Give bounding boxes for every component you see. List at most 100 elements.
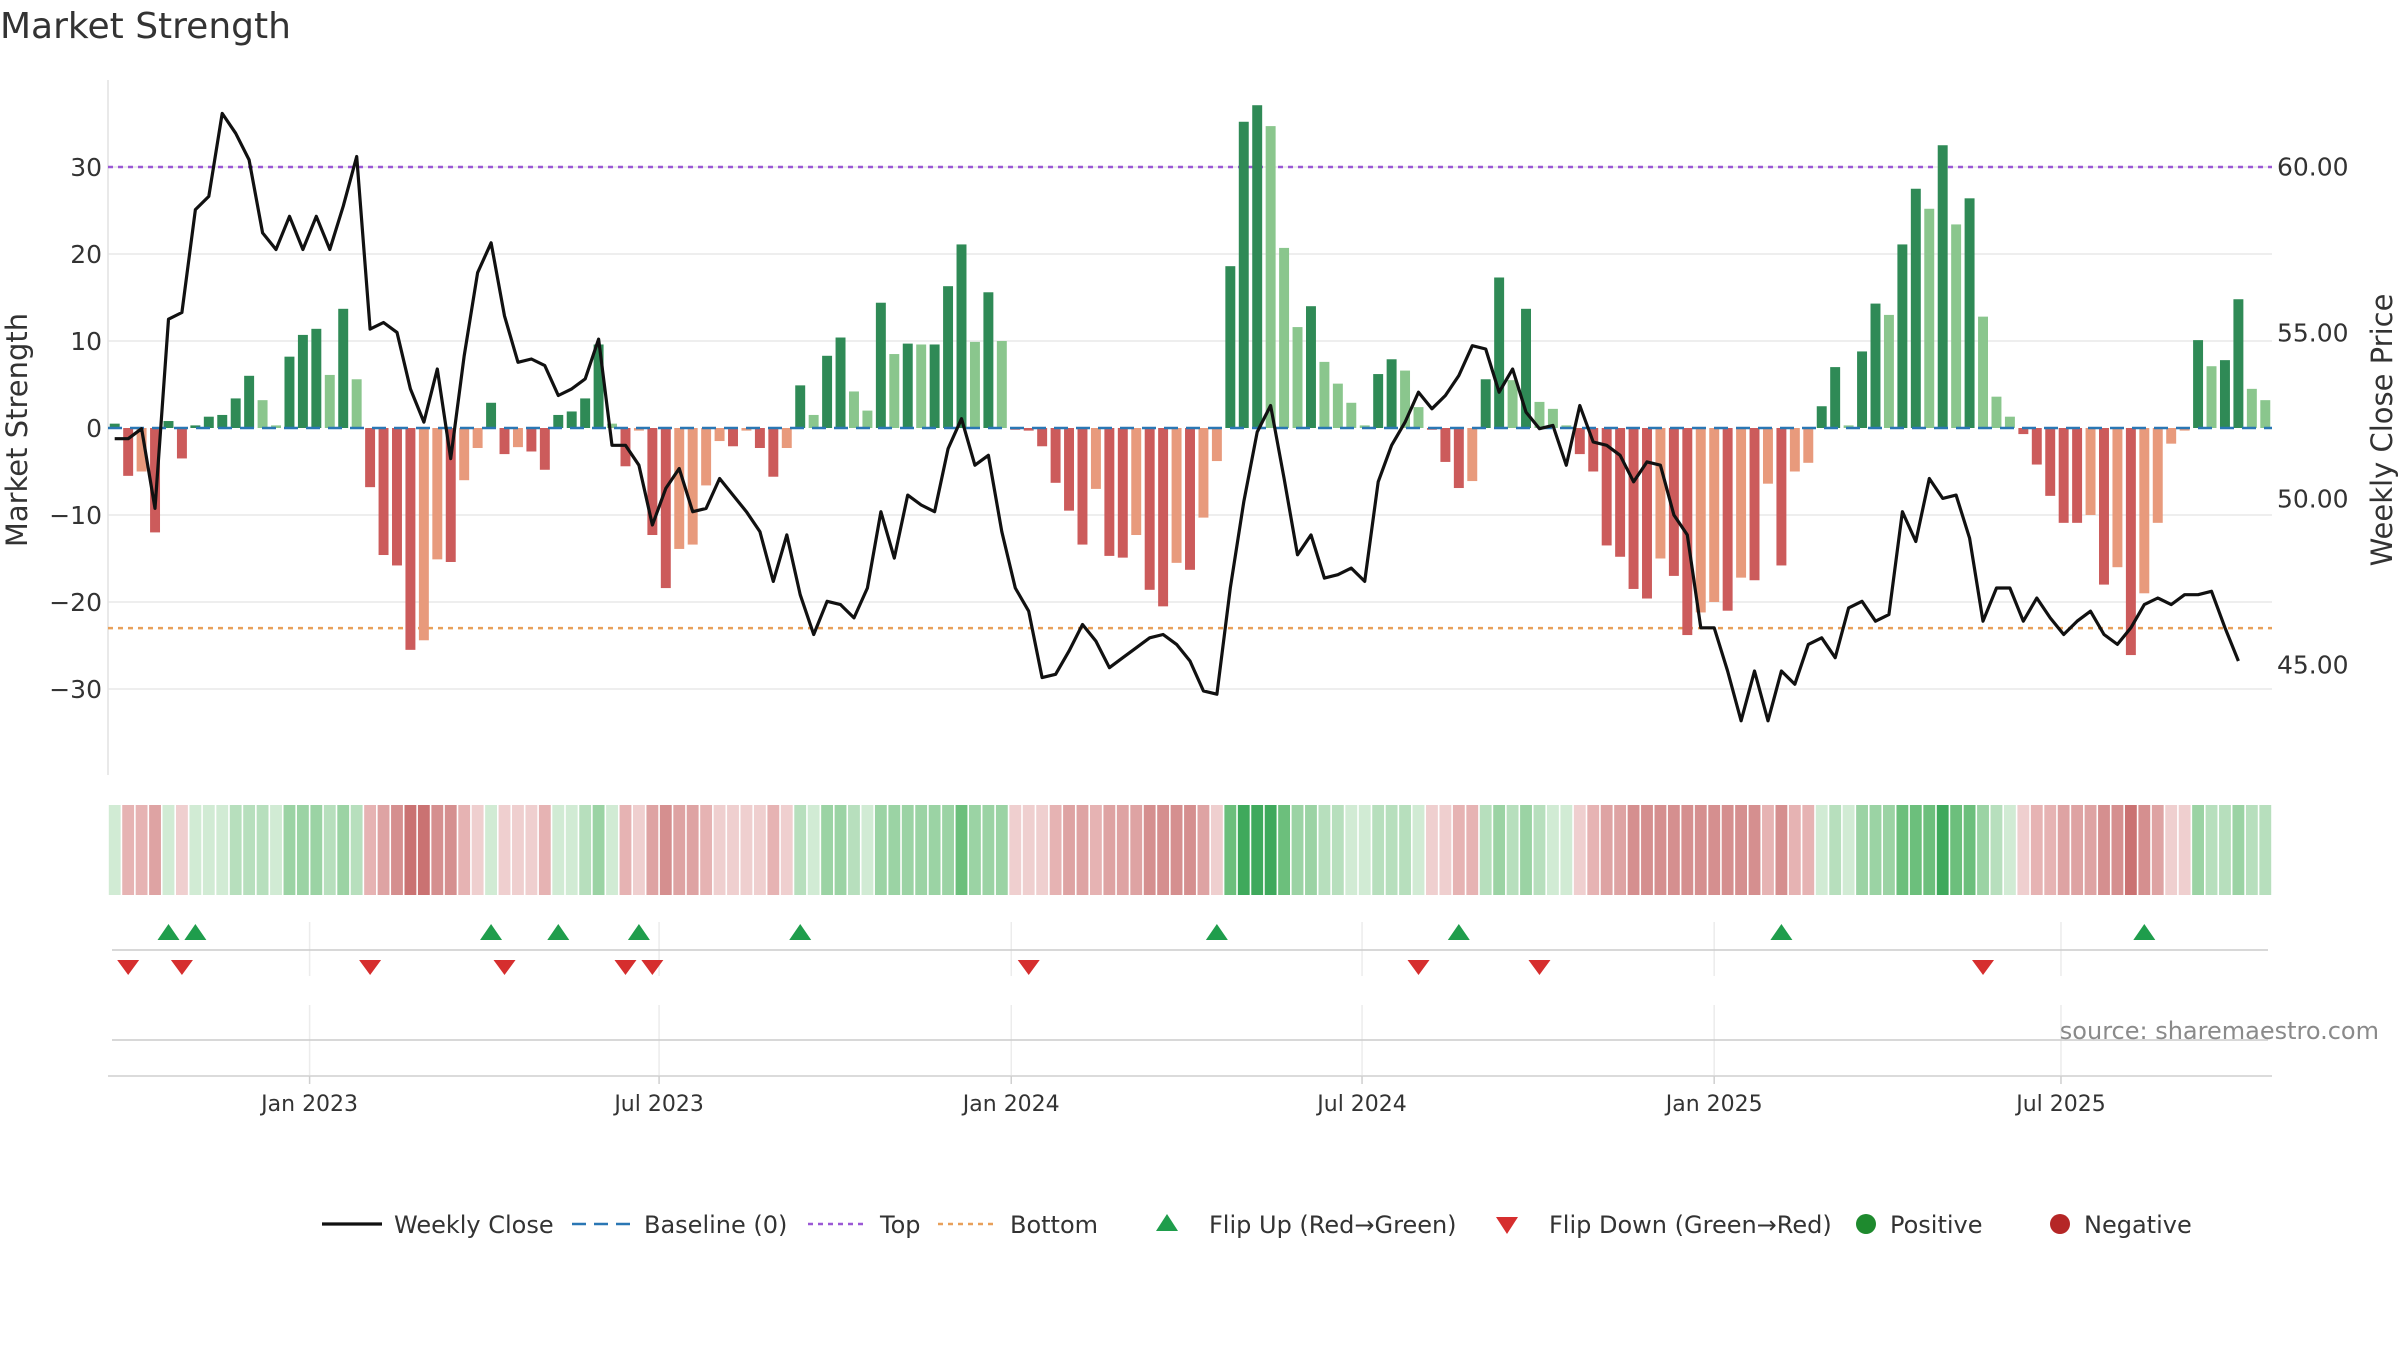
- date-x-axis: Jan 2023 Jul 2023 Jan 2024 Jul 2024 Jan 2025…: [108, 1075, 2272, 1117]
- heat-cell: [458, 805, 471, 895]
- heat-cell: [1063, 805, 1075, 895]
- heat-cell: [1573, 805, 1586, 895]
- heat-cell: [1305, 805, 1317, 895]
- heat-cell: [1560, 805, 1573, 895]
- x-tick-label: Jul 2025: [2014, 1092, 2106, 1117]
- strength-bar: [1574, 428, 1585, 455]
- strength-bar: [2193, 340, 2204, 428]
- flip-up-marker: [1770, 924, 1793, 940]
- heat-cell: [1036, 805, 1049, 895]
- heat-cell: [1157, 805, 1170, 895]
- left-tick-label: 20: [70, 240, 102, 269]
- strength-bar: [566, 411, 577, 428]
- heat-cell: [2259, 805, 2272, 895]
- legend-triangle-up-icon: [1156, 1214, 1178, 1231]
- heat-cell: [1049, 805, 1062, 895]
- heat-cell: [2030, 805, 2043, 895]
- heat-cell: [1143, 805, 1156, 895]
- heat-cell: [2138, 805, 2151, 895]
- strength-bar: [1507, 380, 1518, 428]
- strength-bar: [2085, 428, 2096, 515]
- right-tick-label: 55.00: [2277, 318, 2349, 347]
- strength-bar: [983, 292, 994, 428]
- strength-bar: [324, 374, 335, 428]
- strength-bar: [1668, 428, 1679, 576]
- heat-cell: [431, 805, 444, 895]
- heat-cell: [848, 805, 860, 895]
- strength-bar: [2072, 428, 2083, 523]
- heat-cell: [1506, 805, 1519, 895]
- flip-up-marker: [184, 924, 207, 940]
- heat-cell: [283, 805, 296, 895]
- strength-bar: [257, 400, 268, 428]
- legend-swatch-negative: [2050, 1214, 2070, 1234]
- heat-cell: [1762, 805, 1774, 895]
- strength-bar: [1978, 316, 1988, 428]
- strength-bar: [1830, 367, 1841, 428]
- heat-cell: [753, 805, 766, 895]
- x-tick-label: Jul 2023: [612, 1092, 704, 1117]
- flip-down-marker: [1528, 960, 1551, 975]
- strength-bar: [1857, 351, 1868, 428]
- strength-bar: [1453, 428, 1464, 489]
- strength-bar: [230, 398, 241, 428]
- strength-bar: [1185, 428, 1195, 570]
- heat-cell: [2232, 805, 2245, 895]
- heat-cell: [1600, 805, 1613, 895]
- strength-bar: [1386, 359, 1397, 428]
- x-tick-label: Jul 2024: [1315, 1092, 1407, 1117]
- strength-bar: [1494, 277, 1505, 428]
- strength-bar: [217, 414, 228, 428]
- strength-bar: [1521, 308, 1531, 428]
- heat-cell: [767, 805, 780, 895]
- strength-bar: [822, 355, 833, 428]
- heat-cell: [552, 805, 565, 895]
- heat-cell: [2192, 805, 2204, 895]
- strength-bar: [1279, 247, 1290, 428]
- strength-bar: [607, 423, 618, 428]
- strength-bar: [687, 428, 698, 545]
- strength-bar: [1480, 379, 1491, 428]
- heat-cell: [1116, 805, 1129, 895]
- heat-cell: [659, 805, 672, 895]
- legend-swatch-positive: [1856, 1214, 1876, 1234]
- heat-cell: [1372, 805, 1385, 895]
- heat-cell: [2205, 805, 2218, 895]
- heat-cell: [1546, 805, 1559, 895]
- heat-cell: [1318, 805, 1331, 895]
- heat-cell: [1936, 805, 1949, 895]
- heat-cell: [189, 805, 202, 895]
- strength-bar: [1440, 428, 1451, 462]
- strength-bar: [996, 341, 1007, 428]
- strength-bar: [2045, 428, 2056, 496]
- strength-bar: [768, 428, 779, 477]
- strength-bar: [392, 428, 402, 566]
- heat-cell: [364, 805, 377, 895]
- heat-cell: [740, 805, 753, 895]
- heat-cell: [646, 805, 659, 895]
- heat-cell: [1909, 805, 1922, 895]
- heat-cell: [673, 805, 686, 895]
- strength-bar: [781, 428, 792, 449]
- legend-label: Flip Up (Red→Green): [1209, 1211, 1457, 1239]
- heat-cell: [2124, 805, 2137, 895]
- strength-bar: [1158, 428, 1169, 607]
- legend-circle-icon: [2050, 1214, 2070, 1234]
- strength-bar: [2139, 428, 2150, 594]
- heat-cell: [202, 805, 215, 895]
- strength-bar: [1104, 428, 1115, 556]
- strength-bar: [1547, 408, 1558, 428]
- heat-cell: [2178, 805, 2191, 895]
- strength-bar: [486, 402, 497, 428]
- strength-bar: [297, 334, 308, 428]
- strength-bar: [1346, 402, 1357, 428]
- strength-bar: [1843, 425, 1854, 428]
- strength-bar: [109, 423, 120, 428]
- strength-bar: [1413, 407, 1424, 428]
- heat-cell: [444, 805, 457, 895]
- strength-bar: [499, 428, 510, 455]
- strength-bar: [1117, 428, 1128, 558]
- strength-bars: [108, 105, 2272, 656]
- strength-bar: [875, 302, 886, 428]
- heat-cell: [1251, 805, 1264, 895]
